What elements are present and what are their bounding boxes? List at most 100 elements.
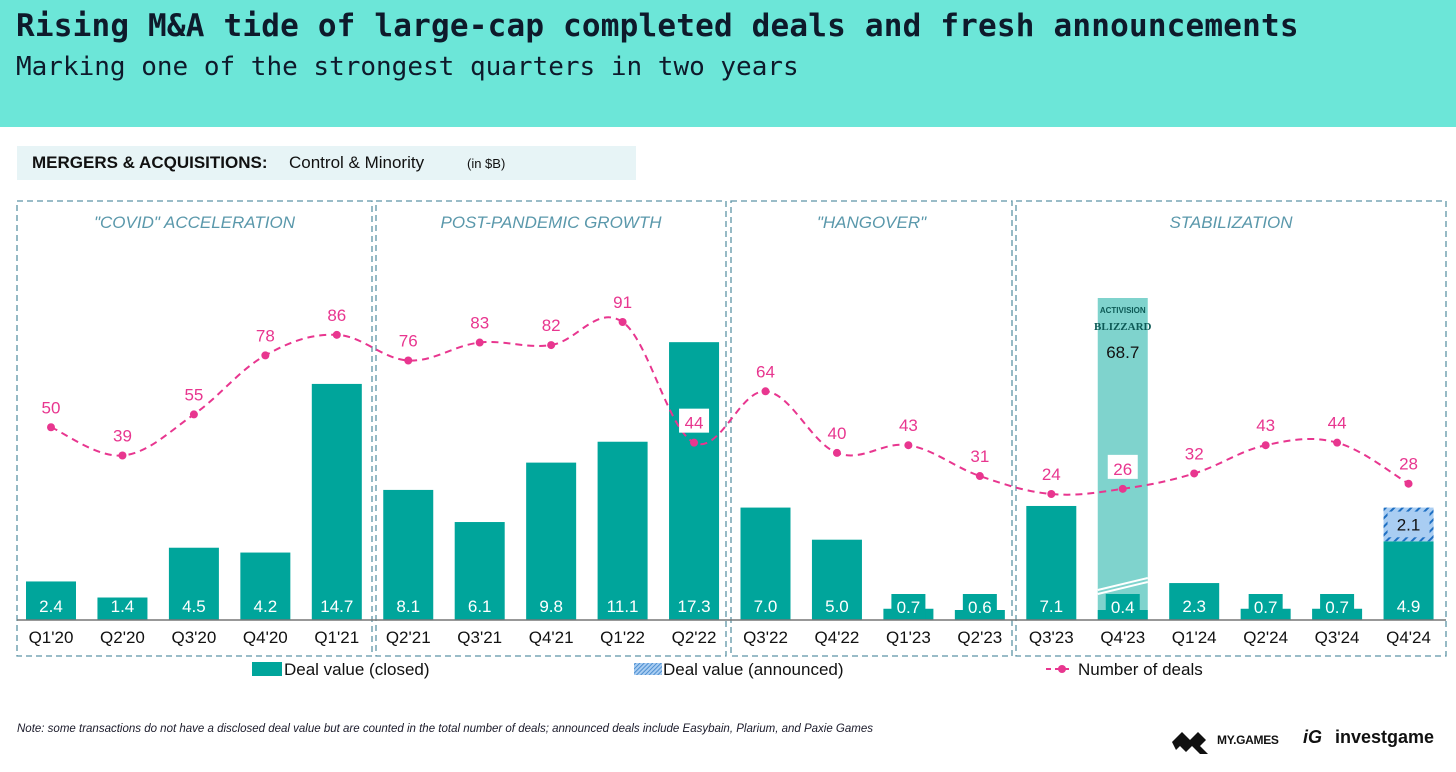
deals-value-label: 39 — [113, 426, 132, 445]
x-tick-label: Q3'21 — [457, 628, 502, 647]
deals-value-label: 40 — [827, 424, 846, 443]
x-tick-label: Q2'23 — [957, 628, 1002, 647]
x-tick-label: Q4'23 — [1100, 628, 1145, 647]
bar-closed-q4-21 — [526, 462, 577, 620]
ma-chart: "COVID" ACCELERATION POST-PANDEMIC GROWTH… — [16, 200, 1447, 679]
bar-value-label: 2.3 — [1182, 597, 1206, 616]
section-box — [730, 200, 1013, 657]
bar-value-label: 1.4 — [111, 597, 135, 616]
bar-value-label: 4.5 — [182, 597, 206, 616]
bar-announced-label: 2.1 — [1397, 515, 1421, 534]
bar-label-tab — [891, 594, 926, 620]
bar-announced-inner — [1387, 511, 1430, 538]
deals-value-label: 31 — [970, 447, 989, 466]
deals-value-label: 44 — [685, 414, 704, 433]
mygames-logo-text: MY.GAMES — [1217, 733, 1279, 747]
x-tick-label: Q1'21 — [314, 628, 359, 647]
subheader-bold: MERGERS & ACQUISITIONS: — [32, 153, 268, 172]
deals-value-label: 76 — [399, 332, 418, 351]
bar-value-label: 0.6 — [968, 598, 992, 617]
deals-point — [832, 448, 841, 457]
line-layer: 50 39 55 78 86 76 83 82 91 44 64 40 43 31 24 26 32 43 44 28 — [42, 293, 1418, 498]
deals-point — [975, 472, 984, 481]
section-label: "COVID" ACCELERATION — [94, 213, 296, 232]
deals-point — [1118, 484, 1127, 493]
bar-closed-q2-21 — [383, 489, 434, 620]
bar-closed-q4-22 — [811, 539, 862, 620]
x-tick-label: Q4'20 — [243, 628, 288, 647]
x-tick-label: Q3'20 — [171, 628, 216, 647]
bars-layer: ACTIVISION BLIZZARD 68.7 2.4 1.4 4.5 4.2 14.7 8.… — [26, 298, 1434, 620]
x-tick-label: Q1'24 — [1172, 628, 1217, 647]
deals-point — [404, 356, 413, 365]
footnote: Note: some transactions do not have a di… — [17, 723, 873, 735]
deals-value-label: 32 — [1185, 444, 1204, 463]
bar-closed-q2-20 — [97, 597, 148, 620]
deals-line — [50, 316, 1410, 496]
deals-value-label: 24 — [1042, 465, 1061, 484]
bar-value-label: 2.4 — [39, 597, 63, 616]
bar-value-label: 4.2 — [254, 597, 278, 616]
x-tick-label: Q3'22 — [743, 628, 788, 647]
bar-closed-q4-20 — [240, 552, 291, 620]
deals-value-label: 43 — [1256, 416, 1275, 435]
header-band: Rising M&A tide of large-cap completed d… — [0, 0, 1456, 127]
bar-value-label: 11.1 — [607, 597, 639, 616]
x-tick-label: Q4'21 — [529, 628, 574, 647]
deals-value-label: 86 — [327, 306, 346, 325]
mygames-logo-icon — [1172, 732, 1208, 754]
bar-label-tab — [1105, 594, 1140, 620]
bar-value-label: 4.9 — [1397, 597, 1421, 616]
section-box — [1015, 200, 1447, 657]
subheader-unit: (in $B) — [467, 156, 506, 171]
axis-break-mark — [1097, 581, 1148, 595]
bar-closed-q3-20 — [168, 547, 219, 620]
bar-closed-q1-22 — [597, 441, 648, 620]
deals-point — [118, 451, 127, 460]
bar-value-label: 7.0 — [754, 597, 778, 616]
deals-point — [618, 318, 627, 327]
bar-value-label: 0.4 — [1111, 598, 1135, 617]
deals-point — [547, 341, 556, 350]
deals-value-label: 82 — [542, 316, 561, 335]
bar-value-label: 14.7 — [320, 597, 353, 616]
deals-point — [47, 423, 55, 432]
x-tick-label: Q1'20 — [29, 628, 74, 647]
bar-closed-q2-22 — [669, 342, 720, 620]
x-tick-label: Q1'23 — [886, 628, 931, 647]
axis-layer: Q1'20 Q2'20 Q3'20 Q4'20 Q1'21 Q2'21 Q3'21 Q4'21… — [17, 619, 1446, 647]
bar-value-label: 9.8 — [539, 597, 563, 616]
deals-point — [1261, 441, 1270, 450]
bar-closed-q3-23 — [1026, 505, 1077, 620]
deals-value-label: 64 — [756, 362, 775, 381]
bar-closed-q1-21 — [311, 383, 362, 620]
deals-point — [261, 351, 270, 360]
bar-label-tab — [1320, 594, 1355, 620]
x-tick-label: Q2'24 — [1243, 628, 1288, 647]
axis-break-mark — [1097, 577, 1148, 591]
deals-point — [332, 330, 341, 339]
deals-label-box — [1107, 454, 1138, 479]
bar-value-label: 0.7 — [897, 598, 921, 617]
deals-point — [1047, 489, 1056, 498]
deals-value-label: 55 — [184, 385, 203, 404]
page-title: Rising M&A tide of large-cap completed d… — [16, 8, 1299, 44]
bar-value-label: 7.1 — [1039, 597, 1063, 616]
section-label: "HANGOVER" — [817, 213, 927, 232]
sections-layer: "COVID" ACCELERATION POST-PANDEMIC GROWTH… — [16, 200, 1447, 657]
deals-point — [475, 338, 484, 347]
bar-closed-q1-24 — [1169, 583, 1220, 620]
deals-point — [1190, 469, 1199, 478]
deals-point — [1404, 479, 1413, 488]
section-box — [375, 200, 727, 657]
legend-label-announced: Deal value (announced) — [663, 660, 844, 679]
section-label: POST-PANDEMIC GROWTH — [440, 213, 662, 232]
deals-value-label: 44 — [1328, 414, 1347, 433]
deals-point — [904, 441, 913, 450]
bar-value-label: 0.7 — [1325, 598, 1349, 617]
bar-label-tab — [962, 594, 997, 620]
bar-value-label: 17.3 — [678, 597, 711, 616]
bar-value-label: 8.1 — [396, 597, 420, 616]
deals-point — [690, 438, 699, 447]
deals-value-label: 28 — [1399, 455, 1418, 474]
